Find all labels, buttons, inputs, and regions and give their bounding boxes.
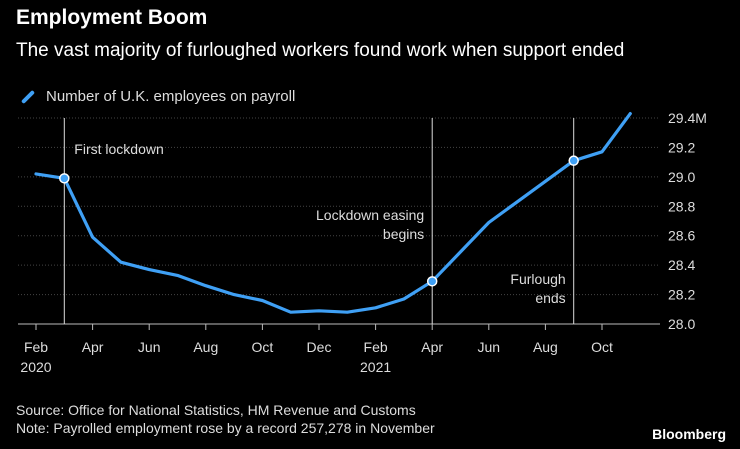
annotation-label: Furlough	[510, 271, 565, 287]
x-tick-label: Aug	[533, 339, 558, 355]
x-tick-label: Apr	[82, 339, 104, 355]
annotation-label: ends	[535, 290, 565, 306]
x-tick-label: Feb	[364, 339, 388, 355]
source-note: Source: Office for National Statistics, …	[16, 402, 416, 418]
x-tick-year-label: 2021	[360, 359, 391, 375]
y-tick-label: 28.6	[668, 228, 695, 244]
x-tick-label: Jun	[138, 339, 161, 355]
x-tick-label: Jun	[478, 339, 501, 355]
chart-subtitle: The vast majority of furloughed workers …	[16, 40, 625, 61]
annotation-marker	[426, 276, 438, 287]
annotation-label: Lockdown easing	[316, 207, 424, 223]
annotation-label: begins	[383, 226, 424, 242]
legend: Number of U.K. employees on payroll	[16, 88, 295, 105]
x-tick-label: Feb	[24, 339, 48, 355]
annotation-label: First lockdown	[74, 141, 163, 157]
x-tick-label: Aug	[193, 339, 218, 355]
y-tick-label: 28.4	[668, 257, 695, 273]
y-tick-label: 28.2	[668, 287, 695, 303]
y-tick-label: 29.0	[668, 169, 695, 185]
legend-label: Number of U.K. employees on payroll	[46, 88, 296, 105]
x-tick-label: Apr	[421, 339, 443, 355]
x-tick-year-label: 2020	[20, 359, 51, 375]
x-tick-label: Oct	[252, 339, 274, 355]
footnote: Note: Payrolled employment rose by a rec…	[16, 420, 435, 436]
chart-title: Employment Boom	[16, 6, 208, 29]
x-tick-label: Oct	[591, 339, 613, 355]
y-tick-label: 28.8	[668, 198, 695, 214]
y-tick-label: 29.2	[668, 139, 695, 155]
annotation-marker	[59, 173, 70, 184]
annotation-marker	[568, 155, 579, 166]
y-tick-label: 28.0	[668, 316, 695, 332]
x-tick-label: Dec	[307, 339, 332, 355]
series-line	[34, 112, 632, 314]
y-tick-label: 29.4M	[668, 110, 707, 126]
bloomberg-logo: Bloomberg	[652, 426, 726, 442]
